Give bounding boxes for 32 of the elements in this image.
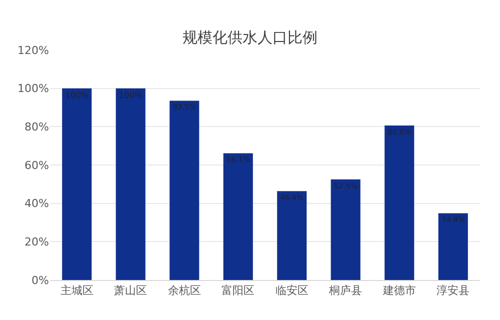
chart-title: 规模化供水人口比例 [182,28,318,46]
y-tick-label: 40% [24,197,49,210]
y-tick-label: 60% [24,158,49,172]
y-tick-label: 120% [18,44,49,57]
data-label: 93.5% [172,102,196,112]
x-tick-label: 建德市 [382,284,416,298]
y-tick-label: 20% [24,236,49,249]
bar [223,153,253,280]
bar [277,191,307,280]
data-label: 80.6% [388,127,412,136]
y-tick-label: 100% [18,82,49,96]
x-tick-label: 余杭区 [168,284,201,298]
data-label: 34.8% [441,215,465,224]
data-label: 46.4% [280,193,304,202]
x-tick-label: 桐庐县 [328,284,362,298]
data-label: 66.1% [226,155,250,164]
bar [116,88,146,280]
x-tick-label: 临安区 [275,284,308,298]
data-label: 100% [65,90,89,100]
bar [330,179,360,280]
bar [384,126,414,280]
data-label: 52.5% [334,181,358,190]
x-tick-label: 主城区 [60,284,94,298]
bar [170,100,200,280]
data-label: 100% [118,90,143,100]
x-tick-label: 淳安县 [436,284,470,298]
x-tick-label: 富阳区 [222,284,255,298]
x-tick-label: 萧山区 [114,284,148,298]
y-tick-label: 80% [24,120,49,134]
y-tick-label: 0% [32,274,49,287]
bar [438,213,468,280]
bar [62,88,92,280]
